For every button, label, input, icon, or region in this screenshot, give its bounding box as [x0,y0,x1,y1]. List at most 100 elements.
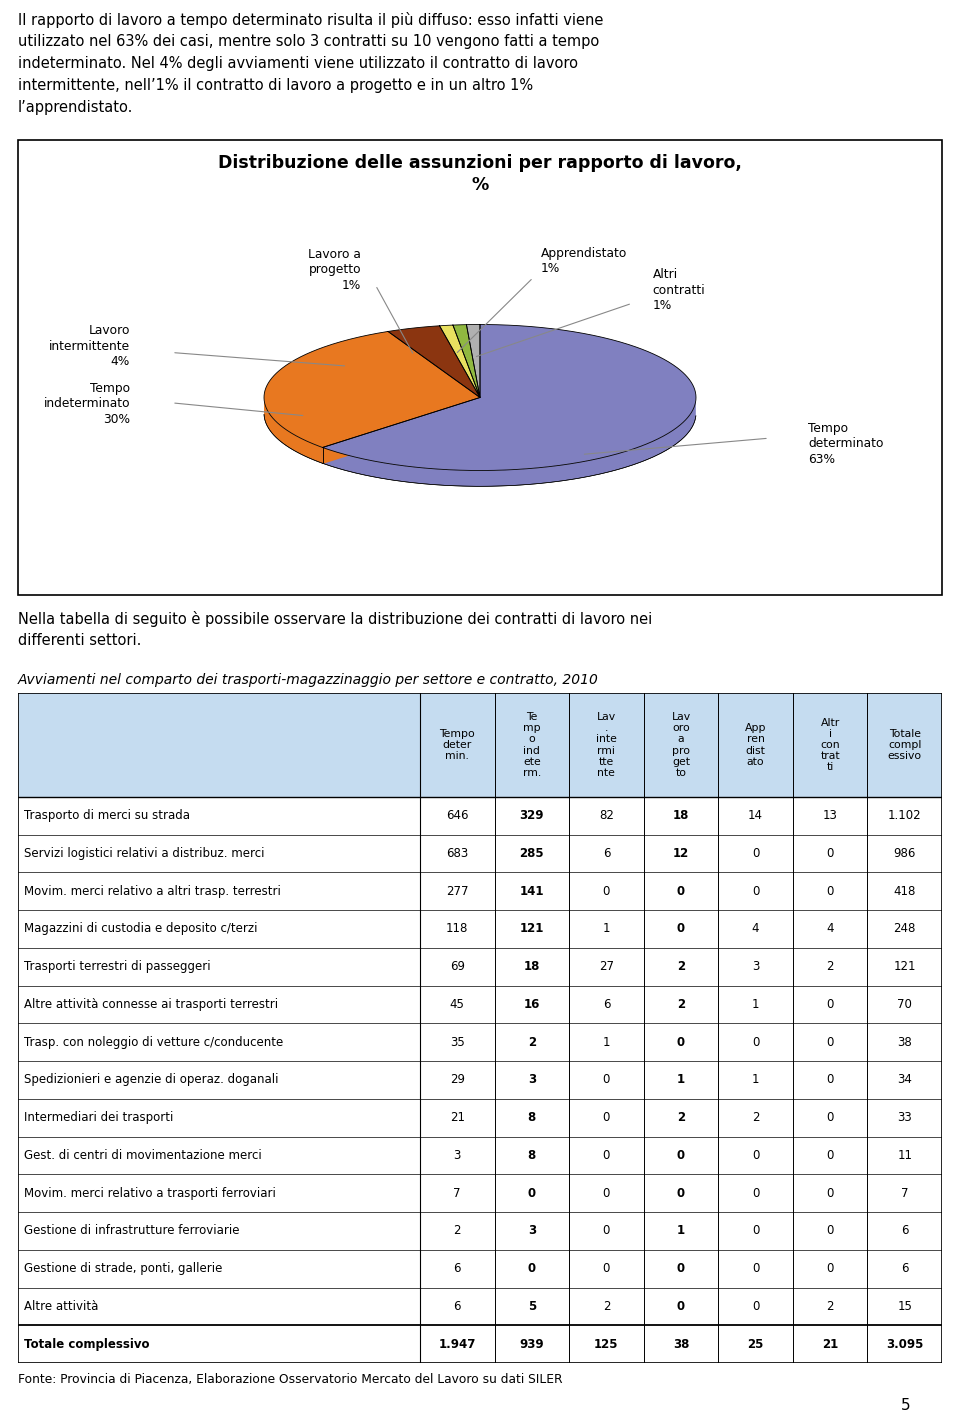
Text: 986: 986 [894,847,916,860]
Text: App
ren
dist
ato: App ren dist ato [745,723,766,766]
Text: Movim. merci relativo a altri trasp. terrestri: Movim. merci relativo a altri trasp. ter… [24,884,280,897]
Text: 329: 329 [519,809,544,822]
Text: 0: 0 [603,1149,610,1162]
Polygon shape [323,397,480,463]
Text: 0: 0 [677,1262,685,1274]
Text: Altre attività connesse ai trasporti terrestri: Altre attività connesse ai trasporti ter… [24,998,277,1011]
Text: 8: 8 [528,1149,536,1162]
Polygon shape [323,397,480,463]
Text: Nella tabella di seguito è possibile osservare la distribuzione dei contratti di: Nella tabella di seguito è possibile oss… [18,611,652,627]
Text: 0: 0 [752,1149,759,1162]
Text: Gestione di infrastrutture ferroviarie: Gestione di infrastrutture ferroviarie [24,1225,239,1237]
Text: 118: 118 [446,923,468,936]
Text: 0: 0 [603,1262,610,1274]
Text: 0: 0 [827,1149,834,1162]
Text: 683: 683 [446,847,468,860]
Text: 0: 0 [752,1035,759,1048]
Text: 1: 1 [752,1074,759,1087]
Text: 8: 8 [528,1111,536,1124]
Text: 0: 0 [677,1300,685,1313]
Text: 4: 4 [752,923,759,936]
Text: Totale
compl
essivo: Totale compl essivo [888,729,922,760]
Text: Movim. merci relativo a trasporti ferroviari: Movim. merci relativo a trasporti ferrov… [24,1186,276,1199]
Text: 2: 2 [677,960,685,973]
Text: 5: 5 [901,1397,911,1413]
Text: utilizzato nel 63% dei casi, mentre solo 3 contratti su 10 vengono fatti a tempo: utilizzato nel 63% dei casi, mentre solo… [18,34,599,48]
Text: Lavoro
intermittente
4%: Lavoro intermittente 4% [49,325,130,369]
Text: 121: 121 [894,960,916,973]
Text: 0: 0 [677,1186,685,1199]
Text: 2: 2 [677,998,685,1011]
Text: 6: 6 [901,1225,908,1237]
Text: 33: 33 [898,1111,912,1124]
Text: Altr
i
con
trat
ti: Altr i con trat ti [820,718,840,772]
Text: Distribuzione delle assunzioni per rapporto di lavoro,
%: Distribuzione delle assunzioni per rappo… [218,154,742,194]
Text: 3: 3 [528,1074,536,1087]
Text: 6: 6 [603,998,611,1011]
Text: 0: 0 [677,884,685,897]
Text: 0: 0 [603,1186,610,1199]
Text: 5: 5 [528,1300,536,1313]
Polygon shape [388,326,480,397]
Text: 2: 2 [677,1111,685,1124]
Polygon shape [467,325,480,397]
Polygon shape [440,325,480,397]
Text: 16: 16 [523,998,540,1011]
Text: Altri
contratti
1%: Altri contratti 1% [653,269,706,312]
Text: 7: 7 [901,1186,908,1199]
Text: 2: 2 [453,1225,461,1237]
Text: indeterminato. Nel 4% degli avviamenti viene utilizzato il contratto di lavoro: indeterminato. Nel 4% degli avviamenti v… [18,56,578,71]
Text: 0: 0 [827,884,834,897]
Text: Trasp. con noleggio di vetture c/conducente: Trasp. con noleggio di vetture c/conduce… [24,1035,283,1048]
Text: Tempo
indeterminato
30%: Tempo indeterminato 30% [43,382,130,426]
Text: intermittente, nell’1% il contratto di lavoro a progetto e in un altro 1%: intermittente, nell’1% il contratto di l… [18,78,533,93]
Text: 3: 3 [528,1225,536,1237]
Text: 0: 0 [827,1035,834,1048]
Text: 0: 0 [827,1074,834,1087]
Text: 6: 6 [453,1262,461,1274]
Text: 18: 18 [673,809,689,822]
Text: Spedizionieri e agenzie di operaz. doganali: Spedizionieri e agenzie di operaz. dogan… [24,1074,278,1087]
Text: 38: 38 [898,1035,912,1048]
Text: 45: 45 [450,998,465,1011]
Text: 38: 38 [673,1337,689,1350]
Text: 14: 14 [748,809,763,822]
Text: Te
mp
o
ind
ete
rm.: Te mp o ind ete rm. [522,712,540,778]
Polygon shape [264,399,323,463]
Text: 2: 2 [827,1300,834,1313]
Text: 0: 0 [528,1186,536,1199]
Text: Totale complessivo: Totale complessivo [24,1337,149,1350]
Text: 69: 69 [449,960,465,973]
Polygon shape [323,400,696,487]
Text: Servizi logistici relativi a distribuz. merci: Servizi logistici relativi a distribuz. … [24,847,264,860]
Text: Altre attività: Altre attività [24,1300,98,1313]
Text: 248: 248 [894,923,916,936]
Text: 0: 0 [827,1186,834,1199]
Text: 1.102: 1.102 [888,809,922,822]
Text: 35: 35 [450,1035,465,1048]
Text: Il rapporto di lavoro a tempo determinato risulta il più diffuso: esso infatti v: Il rapporto di lavoro a tempo determinat… [18,11,604,28]
Text: 6: 6 [453,1300,461,1313]
Text: Tempo
deter
min.: Tempo deter min. [440,729,475,760]
Text: 3.095: 3.095 [886,1337,924,1350]
Text: 11: 11 [898,1149,912,1162]
Text: 0: 0 [528,1262,536,1274]
Text: 34: 34 [898,1074,912,1087]
Text: 21: 21 [449,1111,465,1124]
Text: Trasporto di merci su strada: Trasporto di merci su strada [24,809,189,822]
Text: 418: 418 [894,884,916,897]
Text: Apprendistato
1%: Apprendistato 1% [540,246,627,275]
Text: 82: 82 [599,809,613,822]
Text: 18: 18 [523,960,540,973]
Text: 7: 7 [453,1186,461,1199]
Text: 0: 0 [827,847,834,860]
Text: differenti settori.: differenti settori. [18,634,141,648]
Text: 121: 121 [519,923,544,936]
Text: Lav
.
inte
rmi
tte
nte: Lav . inte rmi tte nte [596,712,617,778]
Text: Intermediari dei trasporti: Intermediari dei trasporti [24,1111,173,1124]
Text: 6: 6 [603,847,611,860]
Text: 0: 0 [827,1111,834,1124]
Text: Gest. di centri di movimentazione merci: Gest. di centri di movimentazione merci [24,1149,261,1162]
Text: 0: 0 [677,1035,685,1048]
Text: 21: 21 [822,1337,838,1350]
